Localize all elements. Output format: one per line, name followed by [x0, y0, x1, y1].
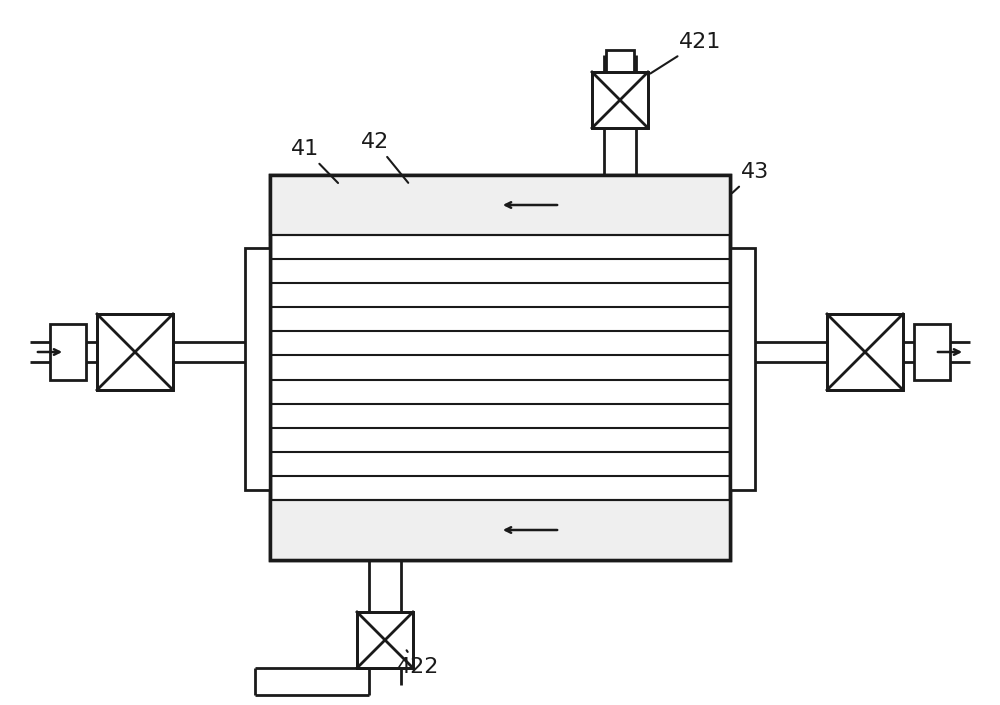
Bar [827, 314, 903, 390]
Text: 42: 42 [361, 132, 408, 183]
Bar [97, 314, 173, 390]
Text: 421: 421 [650, 32, 721, 73]
Bar [914, 324, 950, 380]
Bar [270, 175, 730, 235]
Bar [270, 175, 730, 560]
Bar [606, 50, 634, 74]
Text: 43: 43 [732, 162, 769, 193]
Bar [270, 500, 730, 560]
Bar [270, 175, 730, 560]
Bar [357, 612, 413, 668]
Bar [592, 72, 648, 128]
Bar [592, 72, 648, 128]
Bar [357, 612, 413, 668]
Bar [97, 314, 173, 390]
Bar [50, 324, 86, 380]
Text: 41: 41 [291, 139, 338, 183]
Bar [245, 248, 270, 490]
Bar [827, 314, 903, 390]
Text: 422: 422 [397, 650, 439, 677]
Bar [730, 248, 755, 490]
